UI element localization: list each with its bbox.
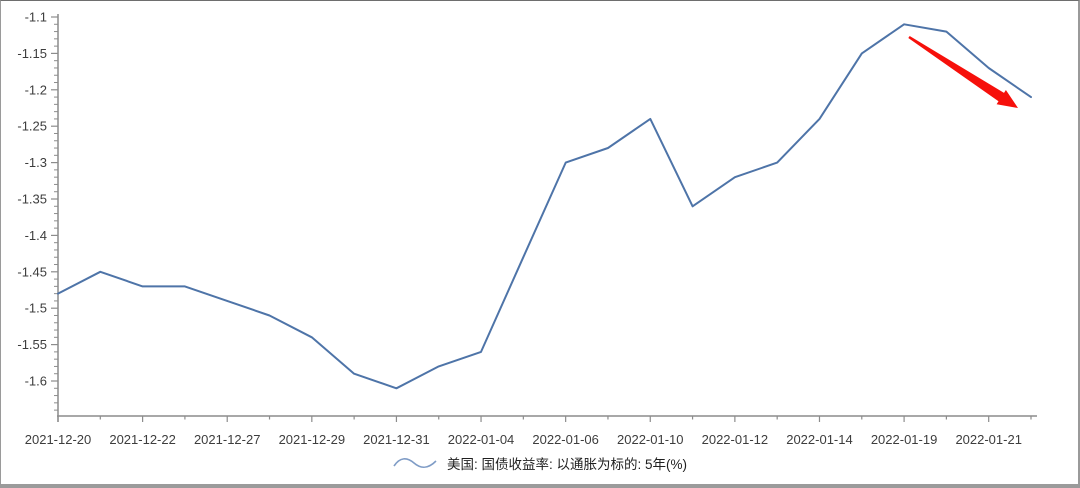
x-axis-ticks: 2021-12-20 2021-12-22 2021-12-27 2021-12-29… — [25, 416, 1032, 447]
y-tick-label: -1.2 — [25, 82, 47, 97]
x-tick-label: 2021-12-20 — [25, 432, 92, 447]
y-tick-label: -1.6 — [25, 374, 47, 389]
x-tick-label: 2022-01-12 — [702, 432, 769, 447]
y-tick-label: -1.55 — [17, 337, 47, 352]
trend-arrow — [908, 36, 1018, 108]
x-tick-label: 2021-12-22 — [109, 432, 176, 447]
y-tick-label: -1.15 — [17, 46, 47, 61]
data-line — [57, 23, 1032, 390]
x-tick-label: 2021-12-31 — [363, 432, 430, 447]
x-tick-label: 2022-01-10 — [617, 432, 684, 447]
y-axis-ticks: -1.1 -1.15 -1.2 -1.25 -1.3 -1.35 -1.4 -1.45 -1.5… — [17, 10, 58, 411]
legend: 美国: 国债收益率: 以通胀为标的: 5年(%) — [1, 452, 1078, 474]
x-tick-label: 2022-01-06 — [532, 432, 599, 447]
y-tick-label: -1.25 — [17, 119, 47, 134]
x-tick-label: 2022-01-21 — [955, 432, 1022, 447]
y-tick-label: -1.35 — [17, 192, 47, 207]
x-tick-label: 2022-01-19 — [871, 432, 938, 447]
x-tick-label: 2021-12-27 — [194, 432, 261, 447]
y-tick-label: -1.5 — [25, 301, 47, 316]
y-tick-label: -1.3 — [25, 155, 47, 170]
y-tick-label: -1.4 — [25, 228, 47, 243]
line-series-wave-icon — [393, 458, 437, 469]
x-tick-label: 2022-01-04 — [448, 432, 515, 447]
y-tick-label: -1.1 — [25, 10, 47, 25]
y-tick-label: -1.45 — [17, 264, 47, 279]
x-tick-label: 2021-12-29 — [279, 432, 346, 447]
x-tick-label: 2022-01-14 — [786, 432, 853, 447]
legend-label: 美国: 国债收益率: 以通胀为标的: 5年(%) — [446, 457, 687, 472]
axes — [57, 14, 1037, 422]
